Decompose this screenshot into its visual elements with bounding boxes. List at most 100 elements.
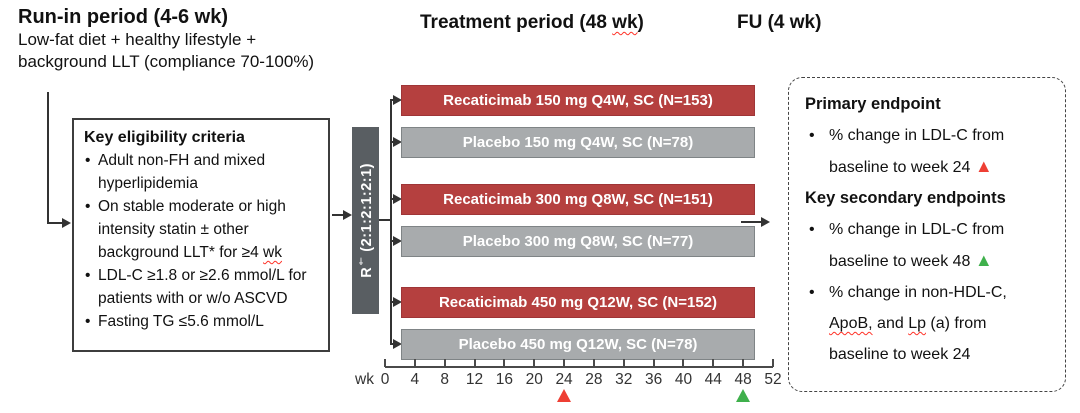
text-segment-wavy: wk: [263, 244, 282, 261]
week-axis: [384, 359, 774, 368]
axis-tick: [652, 359, 655, 367]
text-segment: ): [637, 12, 644, 33]
axis-tick: [772, 359, 774, 367]
branch-arrow-line: [390, 343, 395, 345]
eligibility-item-tg: Fasting TG ≤5.6 mmol/L: [84, 310, 318, 333]
text-segment: background LLT* for ≥4: [98, 244, 264, 261]
endpoints-box: Primary endpoint % change in LDL-C from b…: [788, 77, 1066, 392]
axis-tick: [473, 359, 476, 367]
eligibility-item-ldl: LDL-C ≥1.8 or ≥2.6 mmol/L for patients wi…: [84, 264, 318, 310]
text-segment: baseline to week 24: [829, 159, 975, 176]
randomization-bar: R† (2:1:2:1:2:1): [352, 127, 379, 314]
eligibility-item-statin: On stable moderate or high intensity stat…: [84, 195, 318, 264]
axis-week-label: 52: [764, 371, 782, 388]
eligibility-to-randomization-arrow: [332, 214, 344, 216]
treatment-period-title: Treatment period (48 wk): [420, 12, 644, 34]
branch-arrowhead-icon: [393, 137, 402, 147]
text-segment-wavy: Lp: [908, 315, 926, 332]
axis-tick: [682, 359, 685, 367]
run-in-period-description: Low-fat diet + healthy lifestyle + backg…: [18, 29, 314, 73]
randomization-superscript: †: [356, 256, 367, 267]
axis-week-label: 36: [644, 371, 663, 388]
run-in-elbow-arrow-vertical: [47, 92, 49, 224]
text-segment: and: [872, 315, 909, 332]
axis-tick: [443, 359, 446, 367]
arm-bar-placebo-150-q4w: Placebo 150 mg Q4W, SC (N=78): [401, 127, 755, 158]
secondary-endpoint-week-marker-icon: [736, 389, 751, 402]
text-segment-tri-red: ▲: [974, 156, 993, 176]
axis-week-label: 32: [615, 371, 633, 388]
branch-arrow-line: [390, 99, 395, 101]
run-in-elbow-arrow-horizontal: [47, 222, 64, 224]
axis-unit-label: wk: [355, 371, 374, 388]
axis-week-label: 24: [555, 371, 573, 388]
axis-tick: [503, 359, 506, 367]
arm-bar-recaticimab-150-q4w: Recaticimab 150 mg Q4W, SC (N=153): [401, 85, 755, 116]
primary-endpoint-week-marker-icon: [557, 389, 572, 402]
text-segment-tri-green: ▲: [974, 250, 993, 270]
text-segment: hyperlipidemia: [98, 175, 198, 192]
text-segment: baseline to week 24: [829, 346, 971, 363]
eligibility-box: Key eligibility criteria Adult non-FH an…: [72, 118, 330, 352]
axis-tick: [592, 359, 595, 367]
arm-bar-placebo-450-q12w: Placebo 450 mg Q12W, SC (N=78): [401, 329, 755, 360]
text-segment: patients with or w/o ASCVD: [98, 290, 288, 307]
arms-to-endpoints-arrow: [741, 221, 763, 223]
text-segment-wavy: ApoB,: [829, 315, 873, 332]
axis-tick: [413, 359, 416, 367]
branch-arrowhead-icon: [393, 236, 402, 246]
text-segment: On stable moderate or high: [98, 198, 286, 215]
arm-bar-recaticimab-300-q8w: Recaticimab 300 mg Q8W, SC (N=151): [401, 184, 755, 215]
branch-arrowhead-icon: [393, 339, 402, 349]
run-in-arrowhead-icon: [62, 218, 71, 228]
run-in-description-line2: background LLT (compliance 70-100%): [18, 52, 315, 71]
secondary-endpoint-item-nonhdl: % change in non-HDL-C, ApoB, and Lp (a) f…: [805, 277, 1051, 370]
axis-week-label: 0: [380, 371, 390, 388]
text-segment: intensity statin ± other: [98, 221, 249, 238]
primary-endpoint-item: % change in LDL-C from baseline to week 2…: [805, 120, 1051, 183]
branch-arrow-line: [390, 240, 395, 242]
branch-arrow-line: [390, 301, 395, 303]
branch-arrow-line: [390, 198, 395, 200]
branch-spine-line: [390, 100, 392, 345]
axis-tick: [563, 359, 566, 367]
text-segment: Adult non-FH and mixed: [98, 152, 266, 169]
text-segment-wavy: wk: [612, 12, 638, 33]
arms-to-endpoints-arrowhead-icon: [761, 217, 770, 227]
eligibility-item-population: Adult non-FH and mixed hyperlipidemia: [84, 149, 318, 195]
axis-baseline: [385, 366, 773, 368]
arm-bar-recaticimab-450-q12w: Recaticimab 450 mg Q12W, SC (N=152): [401, 287, 755, 318]
branch-arrow-line: [390, 141, 395, 143]
axis-week-label: 40: [674, 371, 693, 388]
axis-week-label: 16: [495, 371, 513, 388]
text-segment: % change in non-HDL-C,: [829, 284, 1007, 301]
axis-week-label: 12: [465, 371, 484, 388]
axis-week-label: 4: [410, 371, 420, 388]
branch-arrowhead-icon: [393, 297, 402, 307]
axis-week-label: 28: [585, 371, 603, 388]
branch-arrowhead-icon: [393, 95, 402, 105]
arm-bar-placebo-300-q8w: Placebo 300 mg Q8W, SC (N=77): [401, 226, 755, 257]
eligibility-to-randomization-arrowhead-icon: [343, 210, 352, 220]
axis-tick: [742, 359, 745, 367]
text-segment: (a) from: [925, 315, 987, 332]
text-segment: Fasting TG ≤5.6 mmol/L: [98, 313, 264, 330]
axis-tick: [384, 359, 386, 367]
randomization-label: R† (2:1:2:1:2:1): [356, 163, 375, 278]
axis-tick: [712, 359, 715, 367]
secondary-endpoint-item-ldl48: % change in LDL-C from baseline to week 4…: [805, 214, 1051, 277]
axis-week-label: 8: [440, 371, 449, 388]
text-segment: baseline to week 48: [829, 253, 975, 270]
axis-tick: [533, 359, 536, 367]
branch-arrowhead-icon: [393, 194, 402, 204]
primary-endpoint-title: Primary endpoint: [805, 95, 941, 113]
axis-tick: [622, 359, 625, 367]
axis-endpoint-markers: [385, 389, 773, 403]
axis-week-label: 20: [525, 371, 543, 388]
run-in-period-title: Run-in period (4-6 wk): [18, 6, 228, 28]
secondary-endpoints-title: Key secondary endpoints: [805, 189, 1006, 207]
text-segment: % change in LDL-C from: [829, 127, 1005, 144]
text-segment: Treatment period (48: [420, 12, 613, 33]
run-in-description-line1: Low-fat diet + healthy lifestyle +: [18, 30, 257, 49]
